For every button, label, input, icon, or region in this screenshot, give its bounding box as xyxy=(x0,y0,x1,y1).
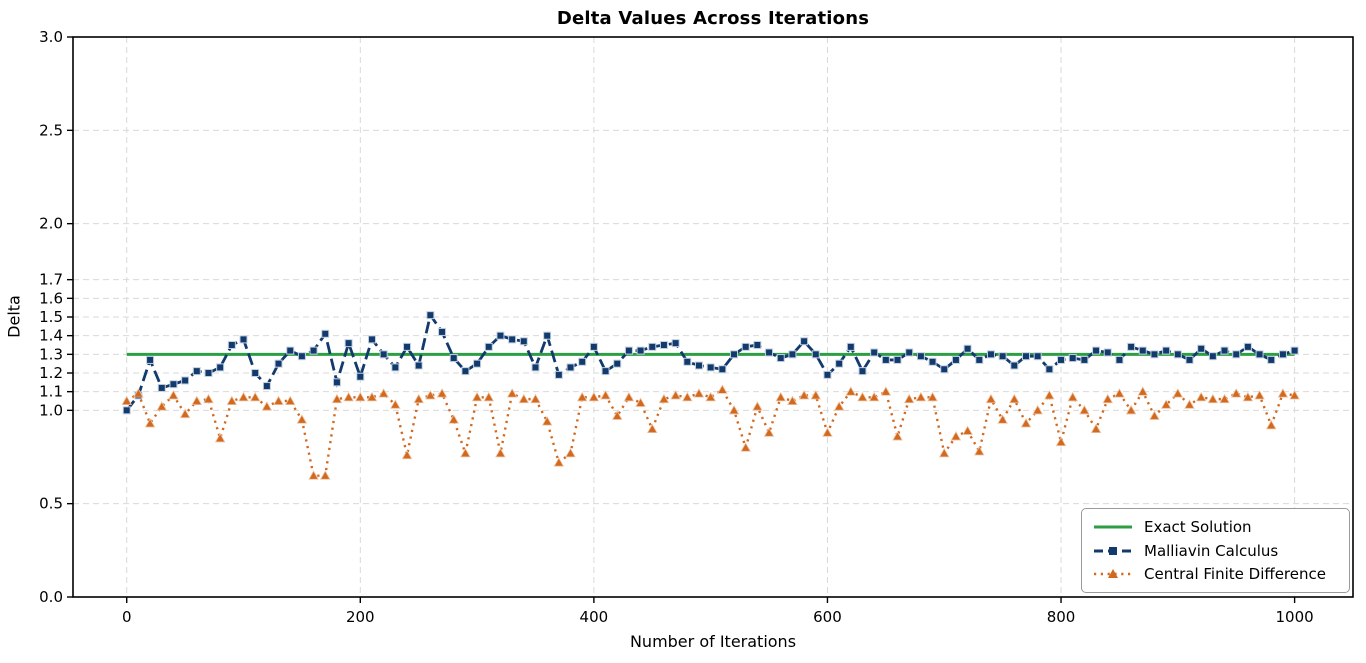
malliavin-line-sample-icon xyxy=(1094,546,1132,555)
exact-line-sample-icon xyxy=(1094,525,1132,529)
legend-label-malliavin: Malliavin Calculus xyxy=(1144,541,1279,560)
svg-text:1.1: 1.1 xyxy=(39,383,63,401)
legend: Exact Solution Malliavin Calculus Centra… xyxy=(1081,508,1350,593)
svg-text:1.3: 1.3 xyxy=(39,345,63,363)
svg-text:800: 800 xyxy=(1047,608,1076,626)
svg-text:2.0: 2.0 xyxy=(39,215,63,233)
svg-text:3.0: 3.0 xyxy=(39,28,63,46)
svg-text:1.7: 1.7 xyxy=(39,271,63,289)
svg-text:0.0: 0.0 xyxy=(39,588,63,606)
svg-text:1000: 1000 xyxy=(1276,608,1314,626)
svg-text:1.5: 1.5 xyxy=(39,308,63,326)
axes: 0.0 0.5 1.01.11.21.31.41.51.61.7 2.0 2.5 3.0 0… xyxy=(39,28,1354,626)
y-axis-label: Delta xyxy=(4,295,24,338)
legend-item-malliavin: Malliavin Calculus xyxy=(1092,540,1339,562)
cfd-series xyxy=(121,384,1300,480)
svg-text:2.5: 2.5 xyxy=(39,121,63,139)
malliavin-series xyxy=(122,311,1299,415)
svg-text:600: 600 xyxy=(813,608,842,626)
legend-item-exact: Exact Solution xyxy=(1092,516,1339,538)
legend-item-cfd: Central Finite Difference xyxy=(1092,563,1339,585)
svg-text:0: 0 xyxy=(122,608,132,626)
chart-title: Delta Values Across Iterations xyxy=(556,8,870,29)
svg-text:0.5: 0.5 xyxy=(39,495,63,513)
cfd-line-sample-icon xyxy=(1094,569,1132,578)
svg-text:1.0: 1.0 xyxy=(39,401,63,419)
svg-text:1.6: 1.6 xyxy=(39,289,63,307)
legend-label-exact: Exact Solution xyxy=(1144,518,1252,536)
svg-text:200: 200 xyxy=(346,608,375,626)
x-axis-label: Number of Iterations xyxy=(629,632,797,651)
svg-text:1.2: 1.2 xyxy=(39,364,63,382)
svg-text:400: 400 xyxy=(580,608,609,626)
svg-text:1.4: 1.4 xyxy=(39,327,63,345)
legend-label-cfd: Central Finite Difference xyxy=(1144,565,1326,583)
